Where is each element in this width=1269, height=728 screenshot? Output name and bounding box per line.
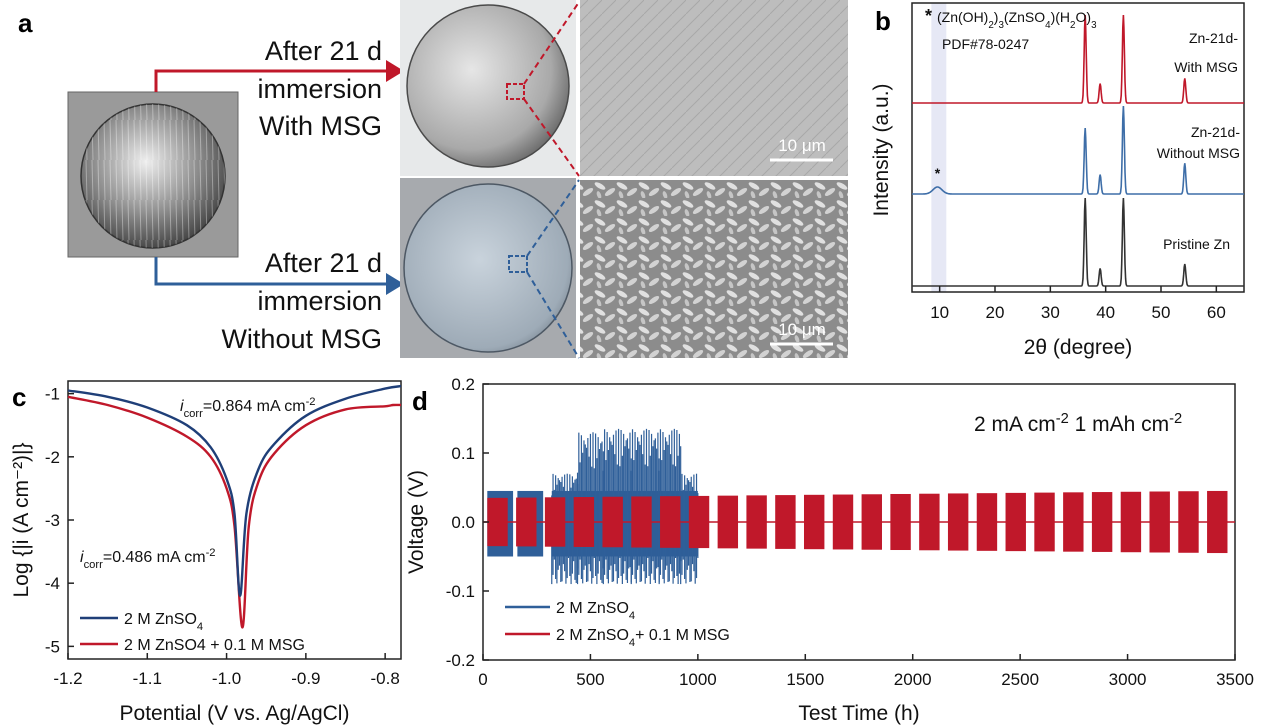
- xrd-series-2-line: [912, 105, 1244, 195]
- xrd-series-2-label-line2: Without MSG: [1157, 145, 1240, 161]
- tafel-yaxis-title: Log {|i (A cm⁻²)|}: [10, 442, 33, 597]
- cycling-xtick-label-3000: 3000: [1109, 670, 1147, 689]
- zoom-line-bottom-1: [526, 179, 580, 257]
- panel-a-letter: a: [18, 8, 33, 38]
- tafel-xaxis-title: Potential (V vs. Ag/AgCl): [120, 702, 350, 725]
- with-msg-label-line2: immersion: [257, 74, 382, 104]
- scale-bar-top-label: 10 μm: [778, 136, 826, 155]
- tafel-legend-label-1: 2 M ZnSO4: [124, 611, 203, 633]
- zoom-line-top-1: [523, 1, 580, 85]
- cycling-ytick-label-0: 0.2: [451, 375, 475, 394]
- cycling-ytick-label-1: 0.1: [451, 444, 475, 463]
- without-msg-label-line1: After 21 d: [265, 248, 382, 278]
- panel-b-xrd-chart: b Zn-21d- With MSG Zn-21d- Without MSG Prist…: [870, 2, 1245, 359]
- tafel-legend-label-2: 2 M ZnSO4 + 0.1 M MSG: [124, 637, 305, 654]
- panel-a: a: [18, 0, 848, 359]
- xrd-series-1-label-line2: With MSG: [1174, 59, 1238, 75]
- tafel-xtick-label-4: -0.8: [370, 669, 399, 688]
- tafel-icorr-annotation-2: icorr=0.486 mA cm-2: [80, 547, 216, 571]
- panel-d-cycling-chart: d 0 500 1000 1500 2000 2500 3000 3500 0.2 0.1 0.0 -…: [405, 375, 1254, 725]
- tafel-icorr-annotation-1: icorr=0.864 mA cm-2: [180, 396, 316, 420]
- arrow-with-msg: [154, 60, 404, 92]
- xrd-xtick-label-40: 40: [1096, 303, 1115, 322]
- tafel-xtick-label-3: -0.9: [291, 669, 320, 688]
- xrd-xtick-label-10: 10: [930, 303, 949, 322]
- cycling-ytick-label-3: -0.1: [446, 582, 475, 601]
- xrd-series-3-line: [912, 197, 1244, 287]
- zoom-line-bottom-2: [526, 271, 580, 359]
- xrd-xaxis-title: 2θ (degree): [1024, 336, 1133, 359]
- xrd-xtick-label-30: 30: [1041, 303, 1060, 322]
- arrow-without-msg: [154, 257, 404, 295]
- xrd-peak-marker: *: [935, 165, 941, 181]
- cycling-ytick-label-2: 0.0: [451, 513, 475, 532]
- zoom-line-top-2: [523, 98, 580, 177]
- tafel-ytick-label-4: -5: [45, 637, 60, 656]
- cycling-legend-label-1: 2 M ZnSO4: [556, 600, 635, 622]
- xrd-series-2-label-line1: Zn-21d-: [1191, 124, 1240, 140]
- xrd-yaxis-title: Intensity (a.u.): [870, 83, 893, 216]
- cycling-xtick-label-500: 500: [576, 670, 604, 689]
- panel-c-letter: c: [12, 382, 26, 412]
- pristine-zn-photo: [67, 91, 239, 258]
- tafel-series-2-line: [67, 395, 402, 629]
- cycling-condition-text: 2 mA cm-2 1 mAh cm-2: [974, 411, 1182, 436]
- with-msg-label-line1: After 21 d: [265, 36, 382, 66]
- xrd-xtick-label-60: 60: [1207, 303, 1226, 322]
- panel-b-letter: b: [875, 6, 891, 36]
- tafel-ytick-label-0: -1: [45, 385, 60, 404]
- scale-bar-bottom-label: 10 μm: [778, 320, 826, 339]
- xrd-formula-annotation: * (Zn(OH)2)3(ZnSO4)(H2O)3: [925, 6, 1097, 31]
- plot-frame: [911, 2, 1245, 293]
- with-msg-disc-photo: [400, 0, 576, 176]
- tafel-xtick-label-1: -1.1: [133, 669, 162, 688]
- tafel-ytick-label-1: -2: [45, 448, 60, 467]
- cycling-xtick-label-3500: 3500: [1216, 670, 1254, 689]
- with-msg-label-line3: With MSG: [259, 111, 382, 141]
- panel-d-letter: d: [412, 386, 428, 416]
- cycling-xtick-label-1500: 1500: [786, 670, 824, 689]
- xrd-xtick-label-20: 20: [986, 303, 1005, 322]
- xrd-series-1-label-line1: Zn-21d-: [1189, 30, 1238, 46]
- without-msg-disc-photo: [400, 178, 576, 358]
- cycling-xtick-label-2000: 2000: [894, 670, 932, 689]
- cycling-xtick-label-1000: 1000: [679, 670, 717, 689]
- cycling-xtick-label-2500: 2500: [1001, 670, 1039, 689]
- xrd-pdf-annotation: PDF#78-0247: [942, 36, 1029, 52]
- tafel-xtick-label-2: -1.0: [212, 669, 241, 688]
- tafel-ytick-label-3: -4: [45, 574, 60, 593]
- panel-c-tafel-chart: c -1.2 -1.1 -1.0 -0.9 -0.8 -1 -2 -3 -4 -5 Potentia…: [10, 380, 402, 725]
- xrd-xtick-label-50: 50: [1152, 303, 1171, 322]
- cycling-yaxis-title: Voltage (V): [405, 470, 428, 574]
- xrd-series-3-label-line1: Pristine Zn: [1163, 236, 1230, 252]
- without-msg-label-line2: immersion: [257, 286, 382, 316]
- cycling-ytick-label-4: -0.2: [446, 651, 475, 670]
- sem-image-without-msg: 10 μm: [580, 180, 848, 358]
- tafel-ytick-label-2: -3: [45, 511, 60, 530]
- tafel-series-1-line: [67, 384, 402, 598]
- xrd-series-1-line: [912, 14, 1244, 104]
- cycling-xaxis-title: Test Time (h): [798, 702, 919, 725]
- tafel-xtick-label-0: -1.2: [53, 669, 82, 688]
- sem-image-with-msg: 10 μm: [580, 0, 848, 176]
- highlight-band: [931, 3, 947, 292]
- cycling-xtick-label-0: 0: [478, 670, 487, 689]
- cycling-legend-label-2: 2 M ZnSO4+ 0.1 M MSG: [556, 627, 730, 649]
- without-msg-label-line3: Without MSG: [221, 324, 382, 354]
